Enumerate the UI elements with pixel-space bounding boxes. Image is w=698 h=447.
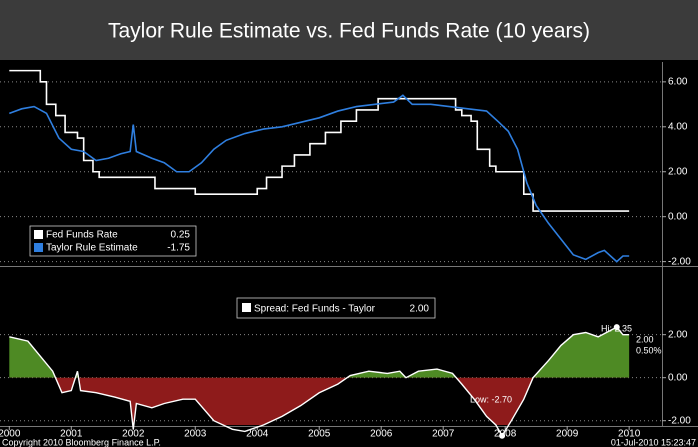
- extreme-point: [499, 432, 506, 439]
- y-tick-label: 6.00: [668, 76, 688, 87]
- x-tick-label: 2006: [370, 429, 393, 440]
- extreme-point: [613, 324, 620, 331]
- annotation: 2.00: [636, 334, 654, 344]
- annotation: Low: -2.70: [470, 394, 512, 404]
- x-tick-label: 2007: [432, 429, 455, 440]
- area-positive: [9, 327, 630, 378]
- timestamp: 01-Jul-2010 15:23:47: [611, 437, 696, 447]
- legend-swatch: [34, 230, 43, 239]
- title-bar: [0, 0, 698, 60]
- annotation: Hi: 2.35: [601, 323, 632, 333]
- legend-label: Taylor Rule Estimate: [46, 243, 138, 254]
- legend-swatch: [34, 243, 43, 252]
- y-tick-label: 2.00: [668, 166, 688, 177]
- x-tick-label: 2002: [122, 429, 145, 440]
- x-tick-label: 2004: [246, 429, 269, 440]
- x-tick-label: 2000: [0, 429, 21, 440]
- y-tick-label: 0.00: [668, 372, 688, 383]
- y-tick-label: 2.00: [668, 329, 688, 340]
- x-tick-label: 2001: [60, 429, 83, 440]
- legend-value: -1.75: [167, 243, 190, 254]
- annotation: 0.50%: [636, 345, 662, 355]
- legend-box: [29, 225, 197, 257]
- x-tick-label: 2009: [556, 429, 579, 440]
- line-series: [9, 69, 630, 212]
- line-series: [9, 94, 630, 263]
- area-line: [9, 326, 630, 438]
- y-tick-label: 0.00: [668, 211, 688, 222]
- x-tick-label: 2008: [494, 429, 517, 440]
- legend-label: Spread: Fed Funds - Taylor: [254, 304, 376, 315]
- y-tick-label: -2.00: [668, 256, 691, 267]
- chart-title: Taylor Rule Estimate vs. Fed Funds Rate …: [108, 20, 590, 43]
- copyright: Copyright 2010 Bloomberg Finance L.P.: [2, 437, 161, 447]
- x-tick-label: 2005: [308, 429, 331, 440]
- y-tick-label: 4.00: [668, 121, 688, 132]
- x-tick-label: 2010: [618, 429, 641, 440]
- x-tick-label: 2003: [184, 429, 207, 440]
- legend-swatch: [242, 303, 251, 312]
- y-tick-label: -2.00: [668, 415, 691, 426]
- legend-label: Fed Funds Rate: [46, 230, 118, 241]
- area-negative: [9, 377, 630, 426]
- legend-box: [236, 297, 436, 319]
- legend-value: 0.25: [171, 230, 191, 241]
- legend-value: 2.00: [410, 304, 430, 315]
